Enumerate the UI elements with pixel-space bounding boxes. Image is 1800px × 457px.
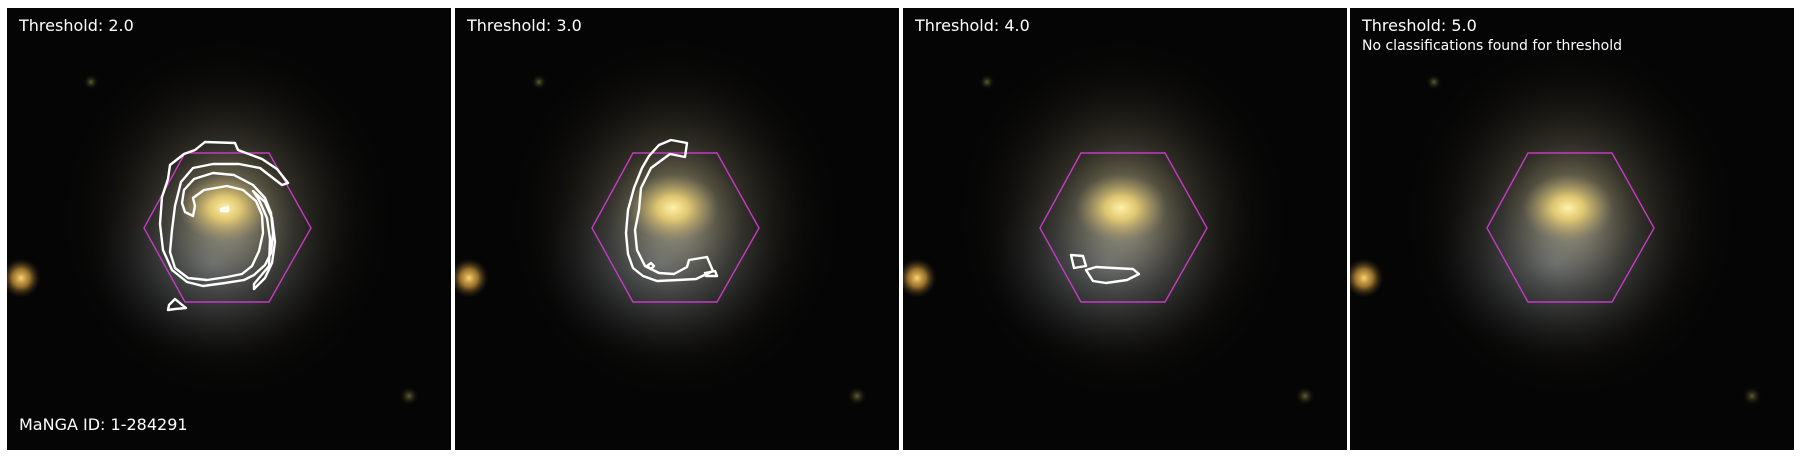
ifu-hexagon — [591, 152, 760, 303]
threshold-title: Threshold: 2.0 — [19, 16, 134, 35]
contour-overlay — [158, 140, 290, 312]
no-classifications-note: No classifications found for threshold — [1362, 38, 1622, 54]
contour-overlay — [1069, 253, 1141, 285]
threshold-title: Threshold: 4.0 — [915, 16, 1030, 35]
galaxy-image — [455, 8, 899, 450]
manga-id-label: MaNGA ID: 1-284291 — [19, 415, 188, 434]
threshold-panel-3: Threshold: 3.0 — [455, 8, 899, 450]
ifu-hexagon — [1039, 152, 1208, 303]
threshold-panel-2: Threshold: 2.0 MaNGA ID: 1-284291 — [7, 8, 451, 450]
galaxy-image — [903, 8, 1347, 450]
galaxy-image — [1350, 8, 1794, 450]
contour-overlay — [624, 138, 719, 283]
threshold-panel-5: Threshold: 5.0 No classifications found … — [1350, 8, 1794, 450]
threshold-title: Threshold: 5.0 — [1362, 16, 1477, 35]
galaxy-image — [7, 8, 451, 450]
threshold-panel-4: Threshold: 4.0 — [903, 8, 1347, 450]
ifu-hexagon — [1486, 152, 1655, 303]
threshold-title: Threshold: 3.0 — [467, 16, 582, 35]
